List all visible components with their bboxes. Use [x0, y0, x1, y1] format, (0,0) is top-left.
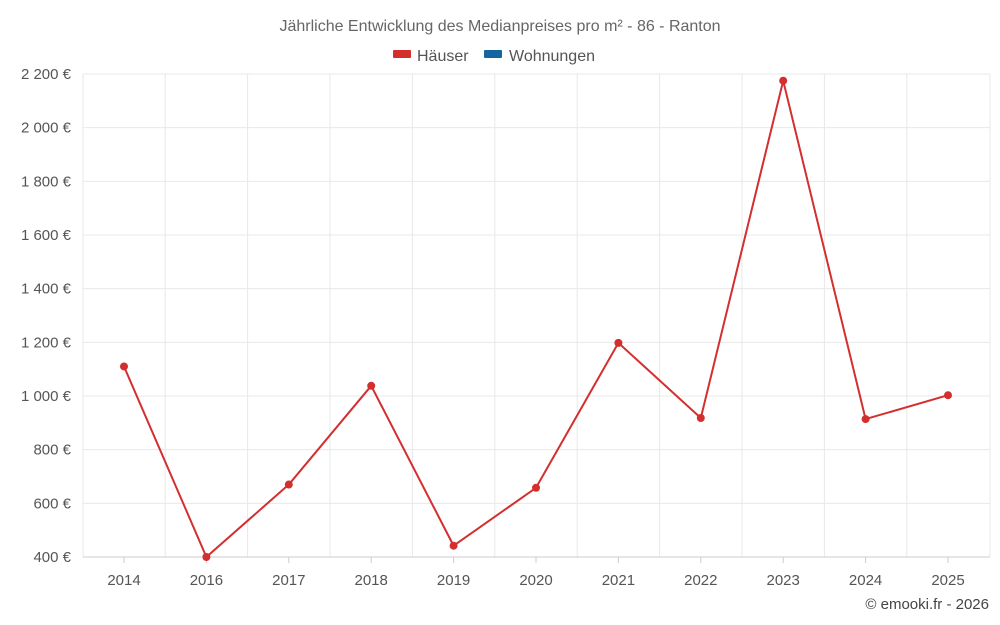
- legend-swatch-wohnungen: [484, 50, 502, 58]
- legend-swatch-haeuser: [393, 50, 411, 58]
- x-axis: 2014 2016 2017 2018 2019 2020 2021 2022 2023 2024…: [107, 557, 965, 589]
- data-point[interactable]: [367, 381, 376, 390]
- y-tick-label: 2 000 €: [21, 120, 72, 137]
- legend-label-wohnungen[interactable]: Wohnungen: [509, 48, 595, 65]
- data-point[interactable]: [944, 391, 952, 400]
- chart-title: Jährliche Entwicklung des Medianpreises …: [279, 18, 720, 35]
- x-tick-label: 2020: [519, 572, 552, 589]
- x-tick-label: 2022: [684, 572, 717, 589]
- data-point[interactable]: [779, 76, 788, 85]
- x-tick-label: 2019: [437, 572, 470, 589]
- data-point[interactable]: [614, 338, 623, 347]
- x-tick-label: 2014: [107, 572, 140, 589]
- data-point[interactable]: [202, 553, 211, 561]
- data-point[interactable]: [120, 362, 128, 371]
- data-point[interactable]: [449, 541, 458, 550]
- y-tick-label: 1 200 €: [21, 334, 72, 351]
- y-tick-label: 400 €: [33, 549, 71, 566]
- x-tick-label: 2024: [849, 572, 882, 589]
- x-tick-label: 2023: [767, 572, 800, 589]
- series-points: [120, 76, 952, 561]
- legend: Häuser Wohnungen: [393, 48, 595, 65]
- legend-label-haeuser[interactable]: Häuser: [417, 48, 469, 65]
- x-tick-label: 2021: [602, 572, 635, 589]
- data-point[interactable]: [696, 414, 705, 423]
- y-axis: 2 200 € 2 000 € 1 800 € 1 600 € 1 400 € 1 200…: [21, 66, 72, 566]
- y-tick-label: 1 000 €: [21, 388, 72, 405]
- y-tick-label: 600 €: [33, 495, 71, 512]
- data-point[interactable]: [284, 480, 293, 489]
- y-tick-label: 1 400 €: [21, 281, 72, 298]
- x-tick-label: 2018: [355, 572, 388, 589]
- x-tick-label: 2017: [272, 572, 305, 589]
- copyright-footer: © emooki.fr - 2026: [865, 596, 989, 613]
- x-tick-label: 2025: [931, 572, 964, 589]
- data-point[interactable]: [861, 415, 870, 424]
- y-tick-label: 1 800 €: [21, 173, 72, 190]
- y-tick-label: 800 €: [33, 442, 71, 459]
- y-tick-label: 1 600 €: [21, 227, 72, 244]
- y-tick-label: 2 200 €: [21, 66, 72, 83]
- x-tick-label: 2016: [190, 572, 223, 589]
- grid: [82, 73, 991, 558]
- data-point[interactable]: [532, 483, 540, 492]
